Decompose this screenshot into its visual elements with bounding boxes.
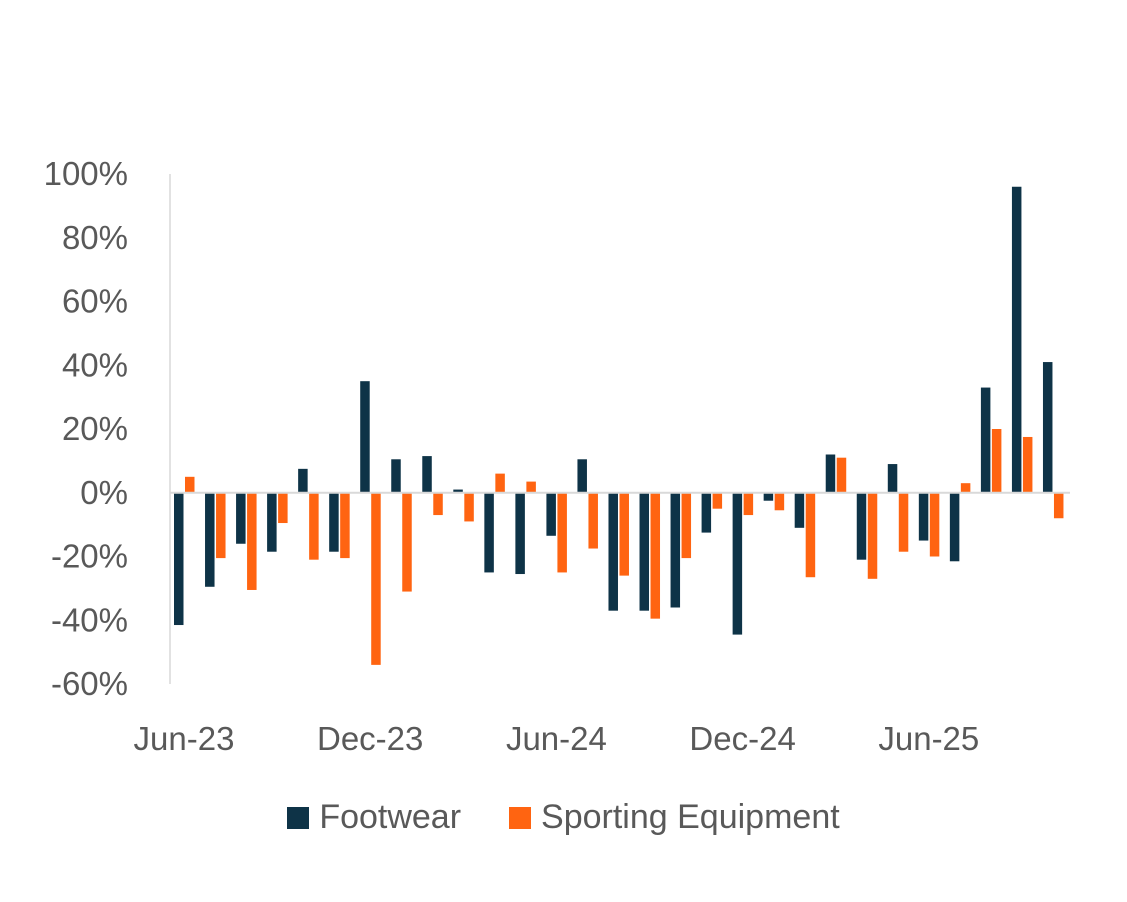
bar-sporting-equipment-oct-25 bbox=[1053, 492, 1064, 519]
bar-footwear-aug-25 bbox=[980, 387, 991, 493]
bar-footwear-apr-25 bbox=[856, 492, 867, 560]
bar-footwear-jul-23 bbox=[205, 492, 215, 587]
y-tick-label: 60% bbox=[62, 283, 128, 320]
bar-sporting-equipment-may-24 bbox=[526, 481, 536, 493]
bar-footwear-jun-24 bbox=[546, 492, 556, 536]
bar-sporting-equipment-jul-24 bbox=[588, 492, 598, 549]
bar-footwear-jul-25 bbox=[949, 492, 960, 562]
bar-sporting-equipment-sep-25 bbox=[1022, 436, 1033, 493]
y-tick-label: 0% bbox=[80, 474, 128, 511]
bar-footwear-may-24 bbox=[515, 492, 525, 575]
bar-sporting-equipment-sep-23 bbox=[278, 492, 288, 524]
bar-footwear-nov-23 bbox=[329, 492, 339, 552]
legend-item-sporting-equipment: Sporting Equipment bbox=[509, 798, 840, 837]
y-tick-label: 40% bbox=[62, 346, 128, 383]
bar-sporting-equipment-mar-24 bbox=[464, 492, 474, 522]
y-tick-label: 100% bbox=[44, 155, 128, 192]
x-tick-label: Dec-24 bbox=[689, 720, 795, 757]
x-tick-label: Jun-23 bbox=[134, 720, 235, 757]
bar-footwear-oct-23 bbox=[298, 468, 308, 493]
legend-swatch-sporting-equipment bbox=[509, 806, 532, 829]
bar-sporting-equipment-dec-24 bbox=[743, 492, 754, 516]
bar-sporting-equipment-mar-25 bbox=[836, 457, 847, 493]
bar-sporting-equipment-nov-23 bbox=[340, 492, 350, 559]
bar-sporting-equipment-jul-23 bbox=[216, 492, 226, 559]
bar-sporting-equipment-apr-25 bbox=[867, 492, 878, 579]
bar-sporting-equipment-dec-23 bbox=[371, 492, 381, 665]
bar-footwear-nov-24 bbox=[701, 492, 712, 533]
bar-sporting-equipment-may-25 bbox=[898, 492, 909, 552]
bar-footwear-apr-24 bbox=[484, 492, 494, 573]
bar-sporting-equipment-sep-24 bbox=[650, 492, 661, 619]
legend-label-footwear: Footwear bbox=[319, 798, 462, 836]
bar-footwear-mar-25 bbox=[825, 454, 836, 493]
bar-sporting-equipment-jan-24 bbox=[402, 492, 412, 592]
y-tick-label: -20% bbox=[51, 538, 128, 575]
bar-footwear-jan-25 bbox=[763, 492, 774, 501]
bar-sporting-equipment-feb-25 bbox=[805, 492, 816, 578]
bar-footwear-feb-25 bbox=[794, 492, 805, 528]
x-tick-label: Jun-25 bbox=[878, 720, 979, 757]
bar-sporting-equipment-oct-23 bbox=[309, 492, 319, 560]
bar-footwear-jan-24 bbox=[391, 459, 401, 493]
bar-footwear-dec-24 bbox=[732, 492, 743, 635]
bar-sporting-equipment-jun-24 bbox=[557, 492, 567, 573]
bar-footwear-dec-23 bbox=[360, 381, 370, 493]
bar-footwear-sep-23 bbox=[267, 492, 277, 552]
y-tick-label: -60% bbox=[51, 665, 128, 702]
y-tick-label: 20% bbox=[62, 410, 128, 447]
bar-footwear-mar-24 bbox=[453, 489, 463, 493]
bar-sporting-equipment-nov-24 bbox=[712, 492, 723, 509]
legend: Footwear Sporting Equipment bbox=[0, 798, 1127, 837]
bar-sporting-equipment-apr-24 bbox=[495, 473, 505, 493]
bar-footwear-feb-24 bbox=[422, 456, 432, 493]
bar-footwear-aug-24 bbox=[608, 492, 618, 611]
bar-sporting-equipment-oct-24 bbox=[681, 492, 692, 559]
bar-sporting-equipment-aug-24 bbox=[619, 492, 629, 576]
bar-footwear-sep-25 bbox=[1011, 186, 1022, 493]
bar-footwear-aug-23 bbox=[236, 492, 246, 544]
bar-sporting-equipment-aug-25 bbox=[991, 429, 1002, 493]
bar-chart: 100% 80% 60% 40% 20% 0% -20% -40% -60%Jun-23 Dec-… bbox=[44, 155, 1070, 757]
bar-footwear-oct-25 bbox=[1042, 362, 1053, 493]
bar-sporting-equipment-jun-25 bbox=[929, 492, 940, 557]
y-tick-label: 80% bbox=[62, 219, 128, 256]
bar-sporting-equipment-jan-25 bbox=[774, 492, 785, 511]
bar-footwear-oct-24 bbox=[670, 492, 681, 608]
x-tick-label: Dec-23 bbox=[317, 720, 423, 757]
bar-footwear-may-25 bbox=[887, 464, 898, 493]
bar-footwear-jun-25 bbox=[918, 492, 929, 541]
legend-swatch-footwear bbox=[287, 806, 310, 829]
x-tick-label: Jun-24 bbox=[506, 720, 607, 757]
bar-sporting-equipment-aug-23 bbox=[247, 492, 257, 590]
legend-item-footwear: Footwear bbox=[287, 798, 461, 837]
bar-footwear-jul-24 bbox=[577, 459, 587, 493]
bar-sporting-equipment-jun-23 bbox=[185, 476, 195, 493]
legend-label-sporting-equipment: Sporting Equipment bbox=[541, 798, 840, 836]
y-tick-label: -40% bbox=[51, 601, 128, 638]
bar-sporting-equipment-feb-24 bbox=[433, 492, 443, 516]
bar-sporting-equipment-jul-25 bbox=[960, 483, 971, 493]
bar-footwear-sep-24 bbox=[639, 492, 650, 611]
bar-footwear-jun-23 bbox=[174, 492, 184, 626]
